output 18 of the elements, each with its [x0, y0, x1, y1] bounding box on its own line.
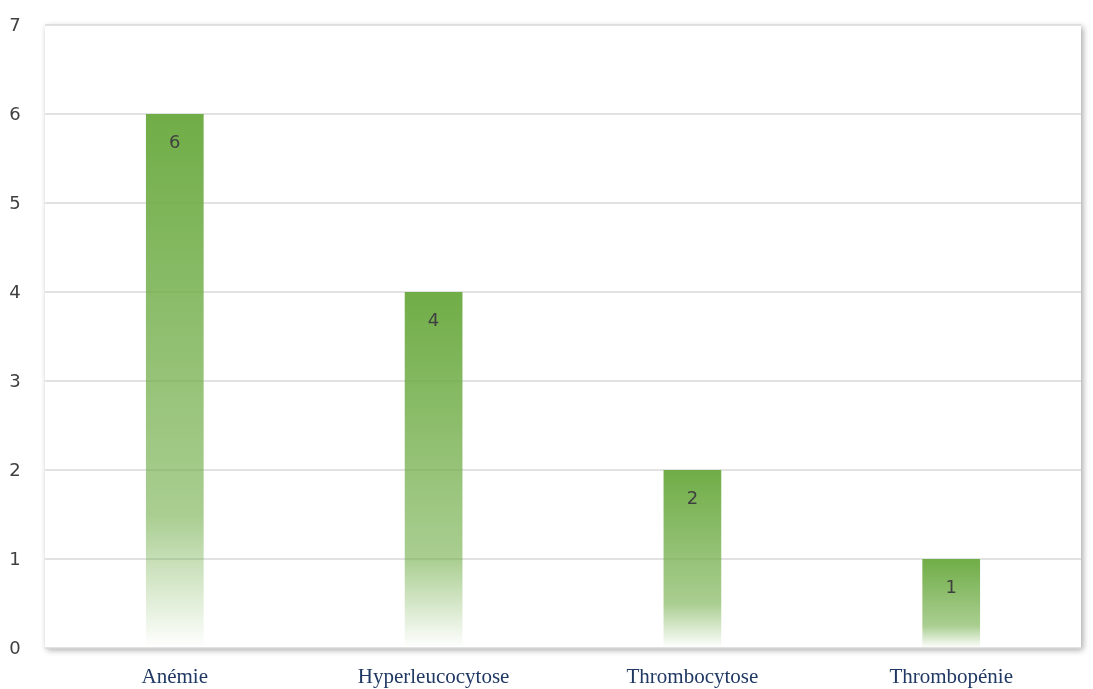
- bar: [663, 470, 722, 648]
- data-label: 2: [686, 487, 699, 508]
- x-tick-label: Hyperleucocytose: [357, 664, 510, 688]
- y-tick-label: 6: [9, 103, 21, 125]
- y-tick-label: 2: [9, 459, 21, 481]
- data-label: 6: [169, 131, 181, 152]
- x-tick-label: Anémie: [141, 664, 209, 688]
- y-tick-label: 7: [9, 14, 21, 36]
- y-tick-label: 5: [9, 192, 21, 214]
- data-label: 1: [945, 576, 957, 597]
- x-tick-label: Thrombocytose: [626, 664, 759, 688]
- data-label: 4: [427, 309, 440, 330]
- y-tick-label: 0: [9, 637, 21, 659]
- x-tick-label: Thrombopénie: [889, 664, 1014, 688]
- y-tick-label: 4: [9, 281, 21, 303]
- y-tick-label: 3: [9, 370, 21, 392]
- y-tick-label: 1: [9, 548, 21, 570]
- bar: [922, 559, 981, 648]
